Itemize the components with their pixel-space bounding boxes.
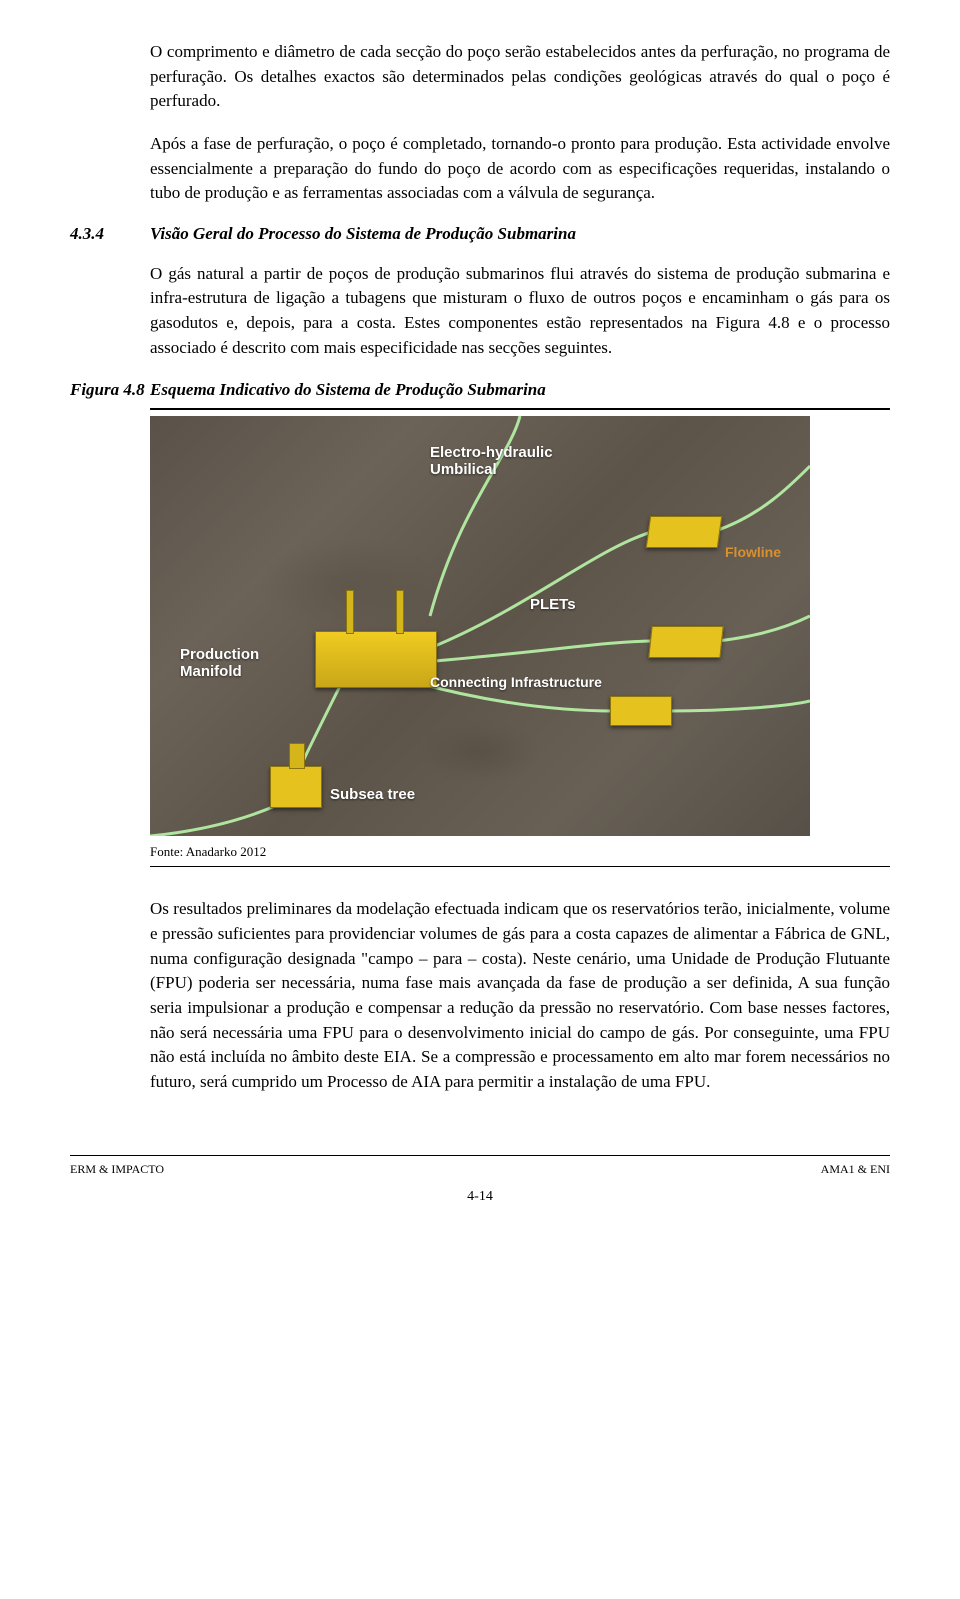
- plet-icon: [648, 626, 723, 658]
- figure-heading: Figura 4.8 Esquema Indicativo do Sistema…: [70, 380, 890, 400]
- page-footer: ERM & IMPACTO AMA1 & ENI: [70, 1155, 890, 1177]
- paragraph-4: Os resultados preliminares da modelação …: [150, 897, 890, 1094]
- footer-page-number: 4-14: [467, 1189, 493, 1205]
- paragraph-3: O gás natural a partir de poços de produ…: [150, 262, 890, 361]
- figure-source: Fonte: Anadarko 2012: [150, 844, 890, 860]
- production-manifold-icon: [315, 631, 437, 688]
- label-manifold: Production Manifold: [180, 646, 259, 680]
- figure-top-rule: [150, 408, 890, 410]
- section-heading: 4.3.4 Visão Geral do Processo do Sistema…: [70, 224, 890, 244]
- label-plets: PLETs: [530, 596, 576, 613]
- footer-left: ERM & IMPACTO: [70, 1162, 164, 1177]
- plet-icon: [610, 696, 672, 726]
- label-umbilical: Electro-hydraulic Umbilical: [430, 444, 553, 478]
- label-flowline: Flowline: [725, 544, 781, 560]
- plet-icon: [646, 516, 722, 548]
- section-title: Visão Geral do Processo do Sistema de Pr…: [150, 224, 576, 244]
- section-number: 4.3.4: [70, 224, 150, 244]
- figure-bottom-rule: [150, 866, 890, 867]
- label-subsea-tree: Subsea tree: [330, 786, 415, 803]
- paragraph-1: O comprimento e diâmetro de cada secção …: [150, 40, 890, 114]
- figure-number: Figura 4.8: [70, 380, 150, 400]
- figure-diagram: Electro-hydraulic Umbilical Flowline PLE…: [150, 416, 810, 836]
- paragraph-2: Após a fase de perfuração, o poço é comp…: [150, 132, 890, 206]
- figure-title: Esquema Indicativo do Sistema de Produçã…: [150, 380, 546, 400]
- footer-right: AMA1 & ENI: [821, 1162, 890, 1177]
- subsea-tree-icon: [270, 766, 322, 808]
- label-connecting: Connecting Infrastructure: [430, 674, 602, 690]
